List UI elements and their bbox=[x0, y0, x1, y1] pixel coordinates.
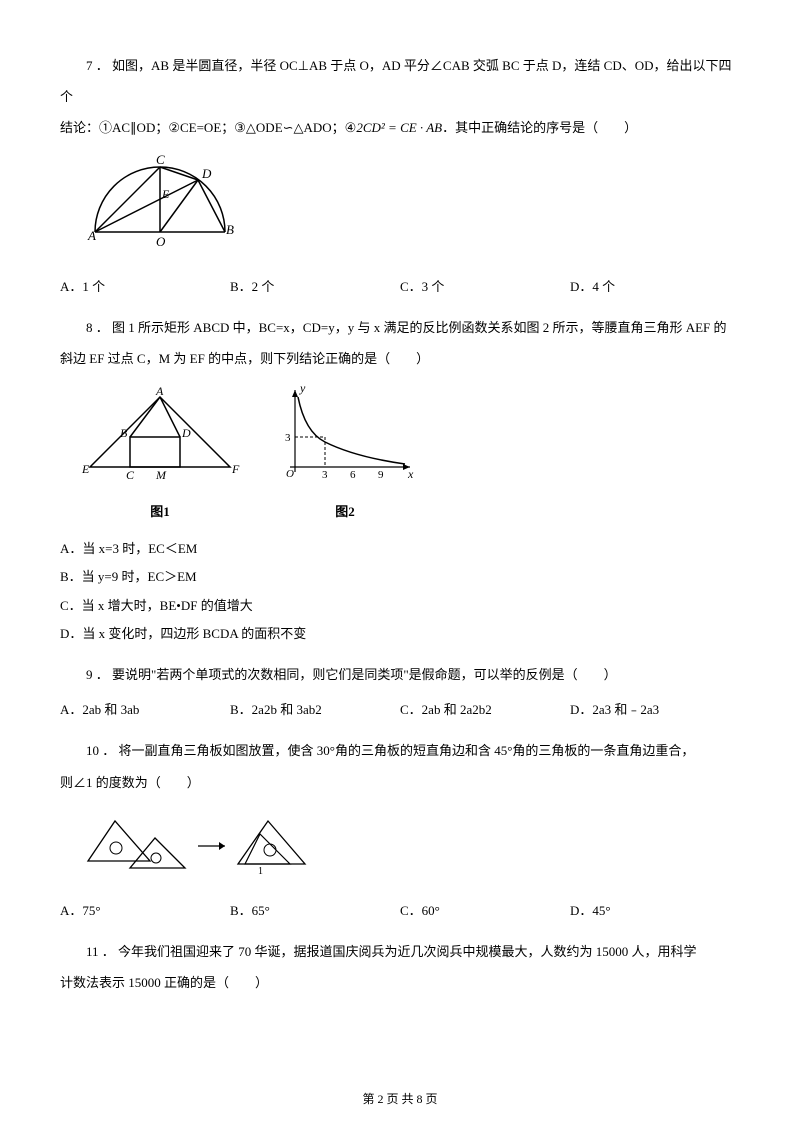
q11-num: 11 ． bbox=[86, 944, 115, 959]
q7-opt-d: D．4 个 bbox=[570, 271, 740, 302]
q7-opt-b: B．2 个 bbox=[230, 271, 400, 302]
q10-line1: 10 ． 将一副直角三角板如图放置，使含 30°角的三角板的短直角边和含 45°… bbox=[60, 735, 740, 766]
q7-formula: 2CD² = CE · AB bbox=[356, 120, 442, 135]
q10-text1: 将一副直角三角板如图放置，使含 30°角的三角板的短直角边和含 45°角的三角板… bbox=[119, 743, 695, 758]
q10-opt-b: B．65° bbox=[230, 895, 400, 926]
q10-opt-a: A．75° bbox=[60, 895, 230, 926]
svg-text:D: D bbox=[201, 166, 212, 181]
question-10: 10 ． 将一副直角三角板如图放置，使含 30°角的三角板的短直角边和含 45°… bbox=[60, 735, 740, 926]
q7-diagram: A B C D O E bbox=[80, 152, 740, 263]
q8-fig1-wrap: A B D E F C M 图1 bbox=[80, 387, 240, 526]
q11-line1: 11 ． 今年我们祖国迎来了 70 华诞，据报道国庆阅兵为近几次阅兵中规模最大，… bbox=[60, 936, 740, 967]
svg-text:D: D bbox=[181, 426, 191, 440]
svg-text:O: O bbox=[156, 234, 166, 249]
q8-line2: 斜边 EF 过点 C，M 为 EF 的中点，则下列结论正确的是（ ） bbox=[60, 343, 740, 374]
svg-text:C: C bbox=[126, 468, 135, 482]
question-7: 7 ． 如图，AB 是半圆直径，半径 OC⊥AB 于点 O，AD 平分∠CAB … bbox=[60, 50, 740, 302]
svg-text:E: E bbox=[161, 187, 170, 201]
q7-num: 7 ． bbox=[86, 58, 109, 73]
svg-text:3: 3 bbox=[322, 469, 328, 481]
svg-text:C: C bbox=[156, 152, 165, 167]
svg-text:A: A bbox=[87, 228, 96, 243]
svg-text:E: E bbox=[81, 462, 90, 476]
q11-text1: 今年我们祖国迎来了 70 华诞，据报道国庆阅兵为近几次阅兵中规模最大，人数约为 … bbox=[118, 944, 697, 959]
svg-text:A: A bbox=[155, 387, 164, 398]
svg-text:B: B bbox=[120, 426, 128, 440]
q10-num: 10 ． bbox=[86, 743, 115, 758]
svg-text:M: M bbox=[155, 468, 167, 482]
q10-opt-d: D．45° bbox=[570, 895, 740, 926]
q9-opt-b: B．2a2b 和 3ab2 bbox=[230, 694, 400, 725]
svg-text:x: x bbox=[407, 467, 414, 481]
q7-text1: 如图，AB 是半圆直径，半径 OC⊥AB 于点 O，AD 平分∠CAB 交弧 B… bbox=[60, 58, 731, 104]
q7-opt-c: C．3 个 bbox=[400, 271, 570, 302]
svg-text:3: 3 bbox=[285, 432, 291, 444]
question-9: 9 ． 要说明"若两个单项式的次数相同，则它们是同类项"是假命题，可以举的反例是… bbox=[60, 659, 740, 725]
q10-options: A．75° B．65° C．60° D．45° bbox=[60, 895, 740, 926]
q9-opt-d: D．2a3 和﹣2a3 bbox=[570, 694, 740, 725]
q8-fig2-wrap: 3 O 3 6 9 x y 图2 bbox=[270, 382, 420, 526]
triangle-rect-diagram-icon: A B D E F C M bbox=[80, 387, 240, 482]
q8-fig1-label: 图1 bbox=[80, 496, 240, 527]
q7-options: A．1 个 B．2 个 C．3 个 D．4 个 bbox=[60, 271, 740, 302]
q10-diagram: 1 bbox=[80, 806, 740, 887]
q8-text1: 图 1 所示矩形 ABCD 中，BC=x，CD=y，y 与 x 满足的反比例函数… bbox=[112, 320, 727, 335]
q9-num: 9 ． bbox=[86, 667, 109, 682]
question-11: 11 ． 今年我们祖国迎来了 70 华诞，据报道国庆阅兵为近几次阅兵中规模最大，… bbox=[60, 936, 740, 998]
page-footer: 第 2 页 共 8 页 bbox=[0, 1085, 800, 1114]
q7-line1: 7 ． 如图，AB 是半圆直径，半径 OC⊥AB 于点 O，AD 平分∠CAB … bbox=[60, 50, 740, 112]
q9-opt-a: A．2ab 和 3ab bbox=[60, 694, 230, 725]
q8-options: A．当 x=3 时，EC＜EM B．当 y=9 时，EC＞EM C．当 x 增大… bbox=[60, 535, 740, 649]
q9-options: A．2ab 和 3ab B．2a2b 和 3ab2 C．2ab 和 2a2b2 … bbox=[60, 694, 740, 725]
semicircle-diagram-icon: A B C D O E bbox=[80, 152, 250, 252]
q9-line: 9 ． 要说明"若两个单项式的次数相同，则它们是同类项"是假命题，可以举的反例是… bbox=[60, 659, 740, 690]
q9-opt-c: C．2ab 和 2a2b2 bbox=[400, 694, 570, 725]
svg-text:F: F bbox=[231, 462, 240, 476]
graph-diagram-icon: 3 O 3 6 9 x y bbox=[270, 382, 420, 482]
svg-text:9: 9 bbox=[378, 469, 384, 481]
question-8: 8 ． 图 1 所示矩形 ABCD 中，BC=x，CD=y，y 与 x 满足的反… bbox=[60, 312, 740, 649]
q10-opt-c: C．60° bbox=[400, 895, 570, 926]
svg-text:1: 1 bbox=[258, 866, 263, 876]
q8-opt-a: A．当 x=3 时，EC＜EM bbox=[60, 535, 740, 564]
q8-opt-b: B．当 y=9 时，EC＞EM bbox=[60, 563, 740, 592]
q7-text3: ．其中正确结论的序号是（ ） bbox=[442, 120, 637, 135]
q8-diagrams: A B D E F C M 图1 3 O 3 6 bbox=[80, 382, 740, 526]
q7-text2: 结论：①AC∥OD；②CE=OE；③△ODE∽△ADO；④ bbox=[60, 120, 356, 135]
q9-text: 要说明"若两个单项式的次数相同，则它们是同类项"是假命题，可以举的反例是（ ） bbox=[112, 667, 617, 682]
set-squares-diagram-icon: 1 bbox=[80, 806, 310, 876]
q11-line2: 计数法表示 15000 正确的是（ ） bbox=[60, 967, 740, 998]
q7-line2: 结论：①AC∥OD；②CE=OE；③△ODE∽△ADO；④2CD² = CE ·… bbox=[60, 112, 740, 143]
svg-text:O: O bbox=[286, 468, 294, 480]
q10-line2: 则∠1 的度数为（ ） bbox=[60, 767, 740, 798]
q8-fig2-label: 图2 bbox=[270, 496, 420, 527]
q7-opt-a: A．1 个 bbox=[60, 271, 230, 302]
q8-opt-d: D．当 x 变化时，四边形 BCDA 的面积不变 bbox=[60, 620, 740, 649]
q8-num: 8 ． bbox=[86, 320, 109, 335]
q8-opt-c: C．当 x 增大时，BE•DF 的值增大 bbox=[60, 592, 740, 621]
svg-text:B: B bbox=[226, 222, 234, 237]
svg-text:y: y bbox=[299, 382, 306, 395]
svg-text:6: 6 bbox=[350, 469, 356, 481]
q8-line1: 8 ． 图 1 所示矩形 ABCD 中，BC=x，CD=y，y 与 x 满足的反… bbox=[60, 312, 740, 343]
